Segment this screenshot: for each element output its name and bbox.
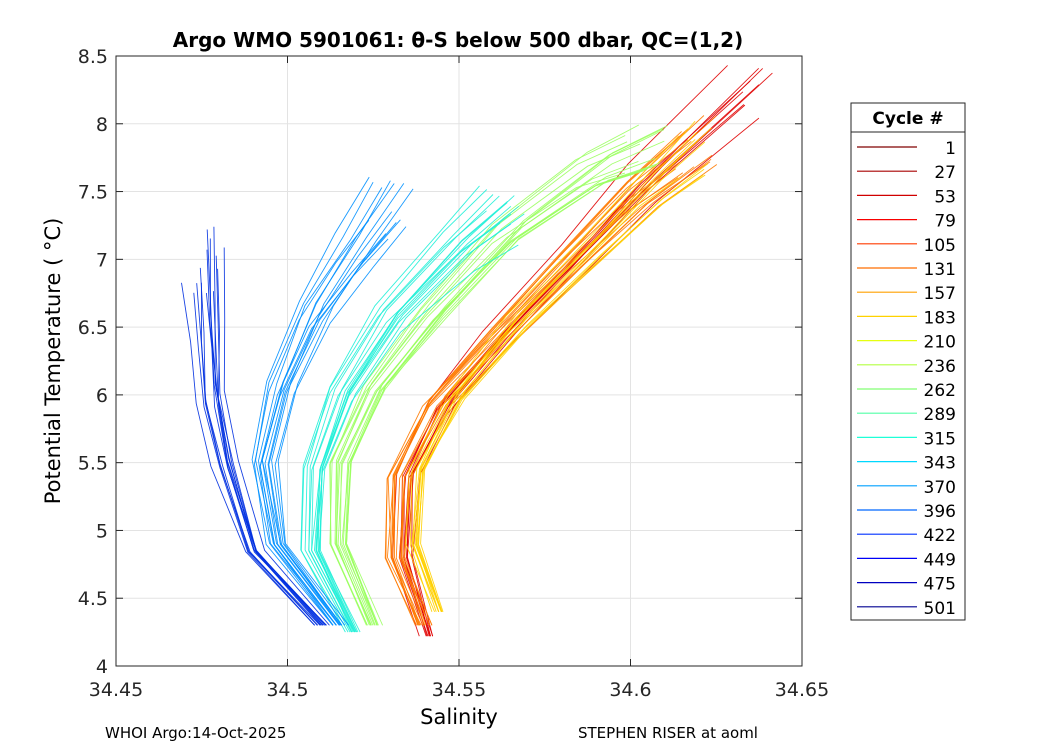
footer-right: STEPHEN RISER at aoml — [578, 724, 758, 742]
profile-line — [223, 247, 330, 626]
profile-line — [341, 164, 657, 626]
x-tick-label: 34.55 — [432, 679, 486, 701]
profile-line — [345, 140, 665, 626]
y-tick-label: 8 — [96, 114, 108, 136]
profile-line — [406, 117, 760, 637]
profile-line — [395, 166, 695, 626]
x-tick-label: 34.65 — [775, 679, 829, 701]
profile-line — [400, 104, 746, 637]
legend-label: 157 — [924, 284, 956, 304]
profile-line — [251, 176, 370, 626]
chart-title: Argo WMO 5901061: θ-S below 500 dbar, QC… — [173, 28, 743, 52]
legend-label: 370 — [924, 478, 956, 498]
profile-line — [304, 189, 488, 633]
profile-line — [213, 226, 324, 626]
legend-label: 501 — [924, 599, 956, 619]
y-tick-label: 6 — [96, 385, 108, 407]
profile-line — [391, 172, 684, 626]
profile-line — [264, 211, 393, 626]
y-tick-label: 4.5 — [78, 588, 108, 610]
legend-label: 343 — [924, 454, 956, 474]
profile-line — [308, 222, 501, 633]
profile-line — [277, 188, 414, 626]
legend-label: 449 — [924, 550, 956, 570]
y-tick-label: 5.5 — [78, 453, 108, 475]
legend: Cycle # 1 27 53 79 105 131 157 183 210 236 262 289 3… — [850, 102, 966, 621]
y-tick-label: 5 — [96, 520, 108, 542]
x-tick-label: 34.6 — [609, 679, 651, 701]
legend-label: 183 — [924, 308, 956, 328]
y-tick-label: 4 — [96, 656, 108, 678]
legend-label: 210 — [924, 333, 956, 353]
x-axis-label: Salinity — [420, 705, 498, 729]
profile-line — [335, 143, 641, 626]
profile-line — [318, 244, 519, 633]
profile-line — [181, 282, 315, 626]
y-tick-label: 7 — [96, 249, 108, 271]
profile-line — [267, 219, 401, 626]
profile-line — [405, 135, 680, 612]
legend-label: 27 — [934, 163, 956, 183]
profile-line — [274, 226, 407, 626]
profile-line — [416, 174, 706, 612]
legend-title: Cycle # — [872, 109, 943, 129]
legend-label: 53 — [934, 187, 956, 207]
legend-label: 79 — [934, 212, 956, 232]
profile-line — [334, 124, 640, 626]
legend-label: 396 — [924, 502, 956, 522]
profile-line — [414, 141, 706, 612]
profile-line — [337, 170, 643, 626]
legend-label: 131 — [924, 260, 956, 280]
x-tick-label: 34.45 — [89, 679, 143, 701]
profile-line — [314, 202, 508, 633]
profile-line — [206, 249, 324, 626]
profile-line — [300, 210, 487, 633]
footer-left: WHOI Argo:14-Oct-2025 — [105, 724, 287, 742]
legend-label: 289 — [924, 405, 956, 425]
legend-label: 475 — [924, 575, 956, 595]
profile-line — [315, 200, 508, 633]
legend-label: 105 — [924, 236, 956, 256]
profile-line — [193, 292, 316, 626]
profile-line — [271, 183, 405, 626]
profile-line — [199, 267, 318, 626]
legend-label: 1 — [945, 139, 956, 159]
y-tick-label: 7.5 — [78, 182, 108, 204]
legend-label: 262 — [924, 381, 956, 401]
legend-label: 315 — [924, 429, 956, 449]
profile-line — [412, 120, 696, 612]
profile-line — [255, 181, 374, 626]
y-tick-label: 6.5 — [78, 317, 108, 339]
profile-line — [411, 139, 696, 612]
profile-line — [317, 223, 512, 633]
profile-line — [394, 140, 692, 626]
profile-line — [346, 129, 665, 626]
profile-line — [258, 187, 383, 626]
axis-ticks: 34.45 34.5 34.55 34.6 34.65 4 4.5 5 5.5 6 6.5 7 7.5 8… — [78, 46, 829, 701]
profile-lines — [181, 65, 773, 637]
legend-label: 422 — [924, 526, 956, 546]
y-tick-label: 8.5 — [78, 46, 108, 68]
legend-label: 236 — [924, 357, 956, 377]
profile-line — [259, 233, 387, 626]
profile-line — [415, 168, 705, 612]
profile-line — [384, 177, 679, 626]
profile-line — [200, 282, 321, 626]
profile-line — [253, 219, 370, 626]
x-tick-label: 34.5 — [266, 679, 308, 701]
y-axis-label: Potential Temperature ( °C) — [41, 218, 65, 505]
profile-line — [329, 141, 628, 626]
profile-line — [385, 168, 676, 626]
